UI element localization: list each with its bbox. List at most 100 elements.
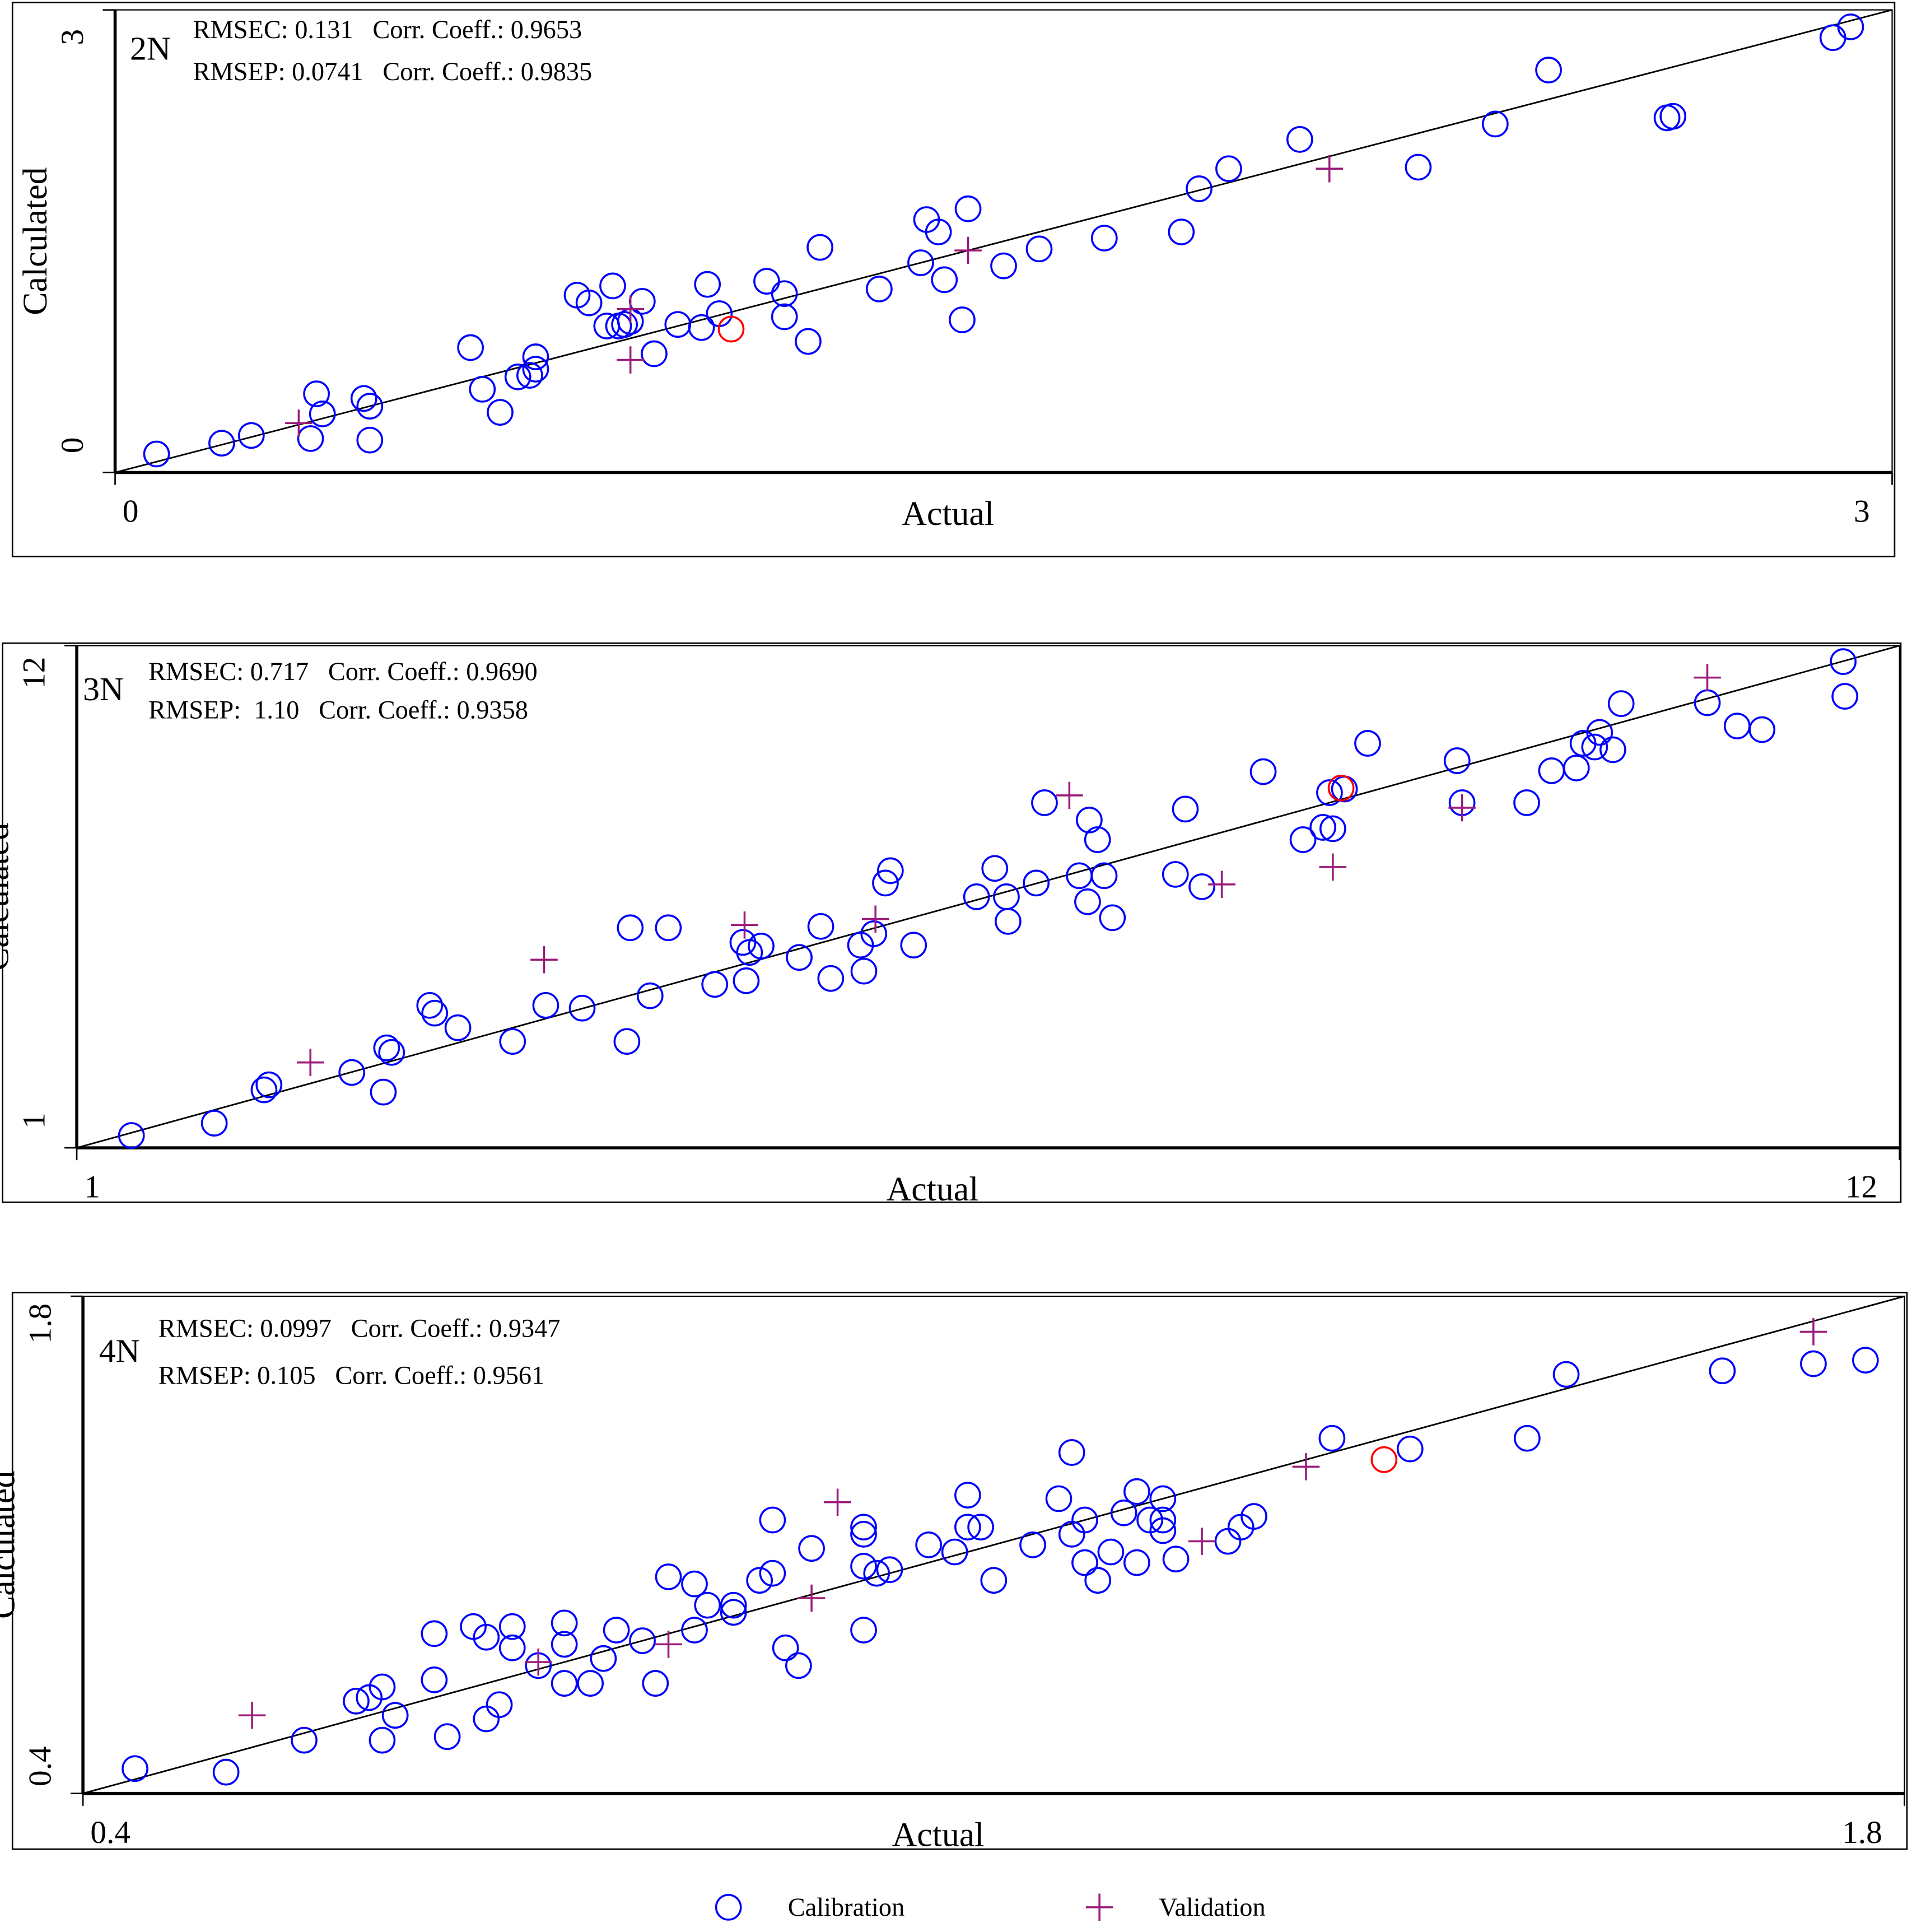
calibration-point	[433, 1723, 461, 1751]
x-tick-label: 0.4	[90, 1815, 130, 1850]
calibration-point	[1123, 1478, 1150, 1505]
calibration-point	[688, 314, 715, 341]
calibration-point	[1071, 1549, 1098, 1576]
calibration-point	[611, 311, 638, 338]
x-tick-label: 0	[123, 494, 139, 529]
annotation: RMSEP: 1.10 Corr. Coeff.: 0.9358	[148, 696, 528, 724]
calibration-point	[416, 991, 444, 1019]
validation-point	[1799, 1318, 1827, 1346]
calibration-point	[733, 967, 760, 994]
calibration-point	[753, 268, 780, 295]
calibration-point	[1090, 862, 1118, 890]
calibration-point	[915, 1531, 943, 1558]
calibration-point	[720, 1599, 747, 1626]
calibration-point	[250, 1076, 278, 1104]
calibration-point	[798, 1535, 825, 1562]
calibration-point	[522, 356, 549, 383]
calibration-point	[1162, 1545, 1190, 1573]
x-tick-label: 1.8	[1842, 1815, 1882, 1850]
calibration-point	[1581, 733, 1608, 761]
calibration-point	[1607, 690, 1635, 717]
validation-point	[530, 946, 558, 974]
calibration-point	[617, 914, 644, 942]
calibration-point	[1019, 1531, 1046, 1558]
calibration-point	[1513, 789, 1540, 816]
calibration-point	[759, 1559, 786, 1587]
calibration-point	[369, 1726, 396, 1754]
calibration-point	[1058, 1521, 1085, 1548]
calibration-point	[551, 1631, 578, 1658]
calibration-point	[629, 1627, 656, 1654]
validation-point	[1188, 1528, 1216, 1555]
calibration-point	[641, 340, 668, 367]
calibration-point	[568, 994, 596, 1022]
validation-point	[824, 1488, 851, 1516]
calibration-point	[850, 957, 878, 985]
calibration-point	[613, 1028, 641, 1055]
calibration-point	[1241, 1503, 1267, 1530]
calibration-point	[373, 1034, 400, 1062]
calibration-point	[378, 1039, 405, 1066]
calibration-point	[655, 914, 682, 942]
calibration-point	[981, 855, 1009, 882]
y-axis-label: Calculated	[0, 1471, 22, 1619]
calibration-point	[1074, 888, 1101, 915]
calibration-point	[1318, 1424, 1346, 1452]
calibration-point	[941, 1538, 968, 1566]
calibration-point	[1309, 814, 1336, 841]
calibration-point	[444, 1014, 472, 1041]
annotation: RMSEC: 0.131 Corr. Coeff.: 0.9653	[193, 16, 582, 44]
calibration-point	[806, 234, 833, 261]
validation-point	[617, 295, 644, 323]
panel: 0.4 1.8 0.4 1.8 Actual Calculated 4N RMSEC: 0.0…	[0, 1292, 1908, 1854]
calibration-point	[603, 1617, 630, 1644]
calibration-point	[1162, 861, 1189, 888]
panel-frame	[11, 1292, 1908, 1850]
panel-label: 3N	[83, 671, 124, 707]
calibration-point	[860, 920, 888, 947]
y-tick-label: 0.4	[23, 1746, 58, 1786]
calibration-point	[350, 385, 377, 412]
annotation: RMSEC: 0.717 Corr. Coeff.: 0.9690	[148, 658, 538, 686]
calibration-point	[1023, 869, 1050, 897]
annotation: RMSEP: 0.105 Corr. Coeff.: 0.9561	[158, 1361, 544, 1390]
calibration-point	[771, 303, 798, 330]
calibration-point	[1831, 683, 1858, 710]
calibration-point	[949, 306, 976, 333]
calibration-point	[786, 944, 813, 971]
calibration-point	[1076, 807, 1103, 834]
reference-line	[115, 9, 1892, 473]
y-axis-label: Calculated	[0, 823, 16, 971]
validation-point	[861, 905, 889, 933]
calibration-point	[421, 1620, 448, 1647]
validation-point	[1448, 794, 1476, 822]
legend-marker	[715, 1893, 742, 1921]
calibration-point	[369, 1673, 396, 1701]
calibration-point	[1071, 1506, 1098, 1534]
validation-point	[285, 409, 313, 437]
calibration-point	[1837, 13, 1864, 40]
panel: 1 12 1 12 Actual Calculated 3N RMSEC: 0.717 Cor…	[0, 642, 1902, 1208]
calibration-point	[1443, 747, 1471, 774]
calibration-point	[1168, 218, 1195, 245]
calibration-point	[343, 1688, 370, 1715]
y-axis-label: Calculated	[16, 167, 54, 315]
calibration-point	[850, 1553, 877, 1580]
calibration-point	[748, 933, 775, 960]
calibration-point	[599, 272, 626, 300]
panel-frame	[2, 642, 1902, 1203]
calibration-point	[850, 1514, 877, 1541]
calibration-point	[1396, 1435, 1424, 1463]
calibration-point	[1370, 1446, 1398, 1473]
calibration-point	[1830, 648, 1857, 675]
calibration-point	[863, 1559, 890, 1587]
calibration-point	[1045, 1485, 1072, 1512]
x-axis-label: Actual	[902, 495, 994, 533]
calibration-point	[1405, 153, 1432, 181]
validation-point	[655, 1631, 682, 1658]
calibration-point	[1149, 1517, 1177, 1544]
x-tick-label: 3	[1854, 494, 1870, 529]
calibration-point	[421, 1666, 448, 1693]
panel: 0 3 0 3 Actual Calculated 2N RMSEC: 0.131 Corr.…	[11, 2, 1896, 557]
x-tick-label: 1	[84, 1169, 100, 1204]
